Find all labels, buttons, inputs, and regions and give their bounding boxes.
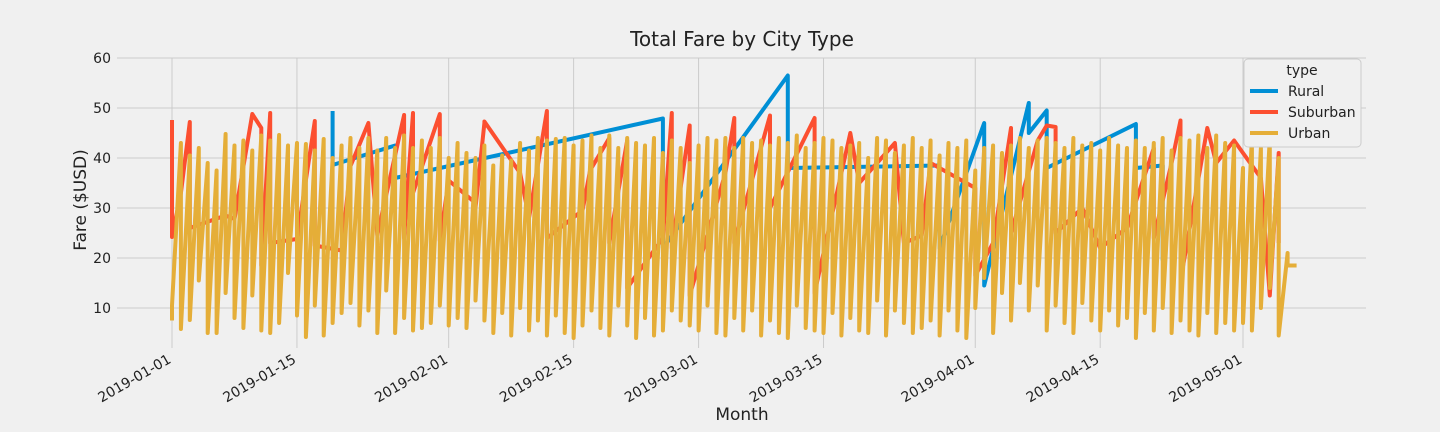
y-tick-label: 50 <box>93 101 111 117</box>
y-tick-label: 40 <box>93 151 111 167</box>
y-tick-label: 60 <box>93 51 111 67</box>
y-tick-label: 20 <box>93 251 111 267</box>
y-tick-label: 30 <box>93 201 111 217</box>
y-tick-label: 10 <box>93 301 111 317</box>
series-lines <box>170 73 1297 340</box>
legend-label-urban: Urban <box>1288 126 1330 142</box>
chart-title: Total Fare by City Type <box>629 27 854 51</box>
legend-label-suburban: Suburban <box>1288 105 1356 121</box>
y-axis-label: Fare ($USD) <box>71 149 91 251</box>
series-line-urban <box>170 132 1297 340</box>
x-axis-label: Month <box>715 405 768 425</box>
legend-box <box>1243 58 1362 148</box>
legend-title: type <box>1286 63 1317 79</box>
legend: type Rural Suburban Urban <box>1243 58 1362 148</box>
legend-label-rural: Rural <box>1288 84 1324 100</box>
